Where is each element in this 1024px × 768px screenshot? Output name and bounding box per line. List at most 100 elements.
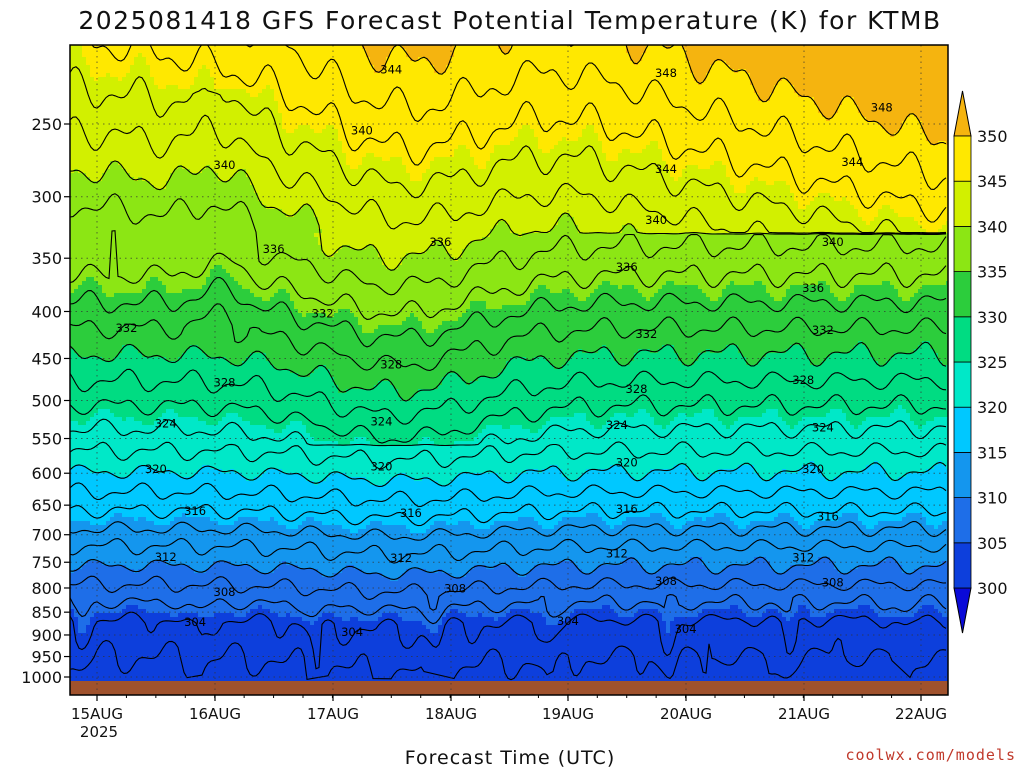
field-cell	[78, 277, 82, 281]
field-cell	[166, 165, 170, 169]
field-cell	[98, 637, 102, 641]
field-cell	[94, 153, 98, 157]
field-cell	[110, 501, 114, 505]
field-cell	[150, 93, 154, 97]
field-cell	[150, 233, 154, 237]
field-cell	[130, 269, 134, 273]
field-cell	[174, 321, 178, 325]
field-cell	[166, 577, 170, 581]
field-cell	[102, 413, 106, 417]
field-cell	[138, 205, 142, 209]
field-cell	[134, 57, 138, 61]
field-cell	[126, 309, 130, 313]
field-cell	[102, 373, 106, 377]
field-cell	[114, 281, 118, 285]
field-cell	[178, 669, 182, 673]
field-cell	[158, 629, 162, 633]
field-cell	[78, 189, 82, 193]
field-cell	[106, 189, 110, 193]
field-cell	[130, 417, 134, 421]
field-cell	[110, 157, 114, 161]
field-cell	[86, 209, 90, 213]
field-cell	[74, 141, 78, 145]
field-cell	[110, 205, 114, 209]
field-cell	[86, 117, 90, 121]
field-cell	[98, 113, 102, 117]
field-cell	[158, 617, 162, 621]
field-cell	[158, 565, 162, 569]
field-cell	[158, 489, 162, 493]
field-cell	[90, 221, 94, 225]
field-cell	[154, 217, 158, 221]
field-cell	[98, 233, 102, 237]
field-cell	[142, 225, 146, 229]
field-cell	[86, 597, 90, 601]
field-cell	[162, 453, 166, 457]
field-cell	[174, 497, 178, 501]
field-cell	[166, 197, 170, 201]
field-cell	[154, 161, 158, 165]
field-cell	[178, 169, 182, 173]
field-cell	[126, 621, 130, 625]
field-cell	[82, 157, 86, 161]
field-cell	[154, 581, 158, 585]
field-cell	[94, 581, 98, 585]
field-cell	[166, 65, 170, 69]
field-cell	[182, 389, 186, 393]
field-cell	[186, 177, 190, 181]
field-cell	[82, 593, 86, 597]
field-cell	[138, 493, 142, 497]
field-cell	[122, 273, 126, 277]
field-cell	[158, 69, 162, 73]
field-cell	[154, 341, 158, 345]
field-cell	[150, 333, 154, 337]
field-cell	[82, 433, 86, 437]
field-cell	[134, 297, 138, 301]
field-cell	[142, 489, 146, 493]
field-cell	[190, 405, 194, 409]
field-cell	[118, 181, 122, 185]
field-cell	[114, 337, 118, 341]
field-cell	[154, 225, 158, 229]
field-cell	[174, 433, 178, 437]
field-cell	[78, 141, 82, 145]
field-cell	[142, 189, 146, 193]
field-cell	[182, 221, 186, 225]
field-cell	[118, 281, 122, 285]
field-cell	[126, 125, 130, 129]
field-cell	[82, 369, 86, 373]
field-cell	[122, 77, 126, 81]
field-cell	[94, 657, 98, 661]
field-cell	[138, 65, 142, 69]
field-cell	[78, 569, 82, 573]
field-cell	[162, 313, 166, 317]
field-cell	[126, 533, 130, 537]
field-cell	[78, 457, 82, 461]
field-cell	[126, 513, 130, 517]
field-cell	[90, 249, 94, 253]
field-cell	[138, 201, 142, 205]
field-cell	[142, 605, 146, 609]
field-cell	[178, 409, 182, 413]
field-cell	[178, 365, 182, 369]
field-cell	[178, 601, 182, 605]
field-cell	[142, 101, 146, 105]
field-cell	[166, 345, 170, 349]
field-cell	[162, 385, 166, 389]
field-cell	[150, 517, 154, 521]
field-cell	[174, 277, 178, 281]
field-cell	[94, 317, 98, 321]
field-cell	[118, 385, 122, 389]
field-cell	[134, 89, 138, 93]
field-cell	[182, 65, 186, 69]
field-cell	[130, 185, 134, 189]
field-cell	[158, 645, 162, 649]
field-cell	[102, 421, 106, 425]
field-cell	[110, 553, 114, 557]
field-cell	[74, 525, 78, 529]
field-cell	[102, 449, 106, 453]
field-cell	[78, 173, 82, 177]
field-cell	[174, 125, 178, 129]
field-cell	[74, 585, 78, 589]
field-cell	[134, 277, 138, 281]
